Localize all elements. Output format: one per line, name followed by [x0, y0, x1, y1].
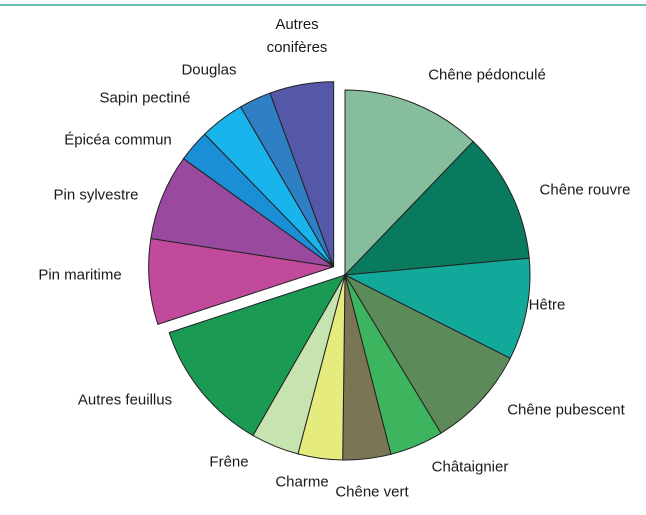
slice-label: Autres feuillus	[77, 391, 173, 409]
slice-label: Chêne pubescent	[507, 401, 625, 419]
pie-slice	[343, 257, 531, 359]
slice-label: Épicéa commun	[64, 131, 172, 149]
slice-label: Hêtre	[528, 296, 566, 314]
slice-label: Douglas	[181, 61, 237, 79]
slice-label: Sapin pectiné	[99, 89, 191, 107]
slice-label: Pin sylvestre	[53, 186, 139, 204]
slice-label: Autres conifères	[266, 16, 328, 56]
slice-label: Chêne pédonculé	[428, 66, 546, 84]
slice-label: Frêne	[209, 453, 249, 471]
slice-label: Châtaignier	[431, 458, 509, 476]
slice-label: Chêne rouvre	[539, 181, 631, 199]
slice-label: Pin maritime	[38, 266, 122, 284]
slice-label: Charme	[275, 473, 329, 491]
pie-slice	[343, 140, 530, 276]
slice-label: Chêne vert	[335, 483, 409, 501]
pie-slice	[344, 89, 474, 277]
pie-slice	[269, 81, 335, 267]
pie-slice	[168, 274, 347, 437]
pie-slice	[343, 273, 511, 434]
